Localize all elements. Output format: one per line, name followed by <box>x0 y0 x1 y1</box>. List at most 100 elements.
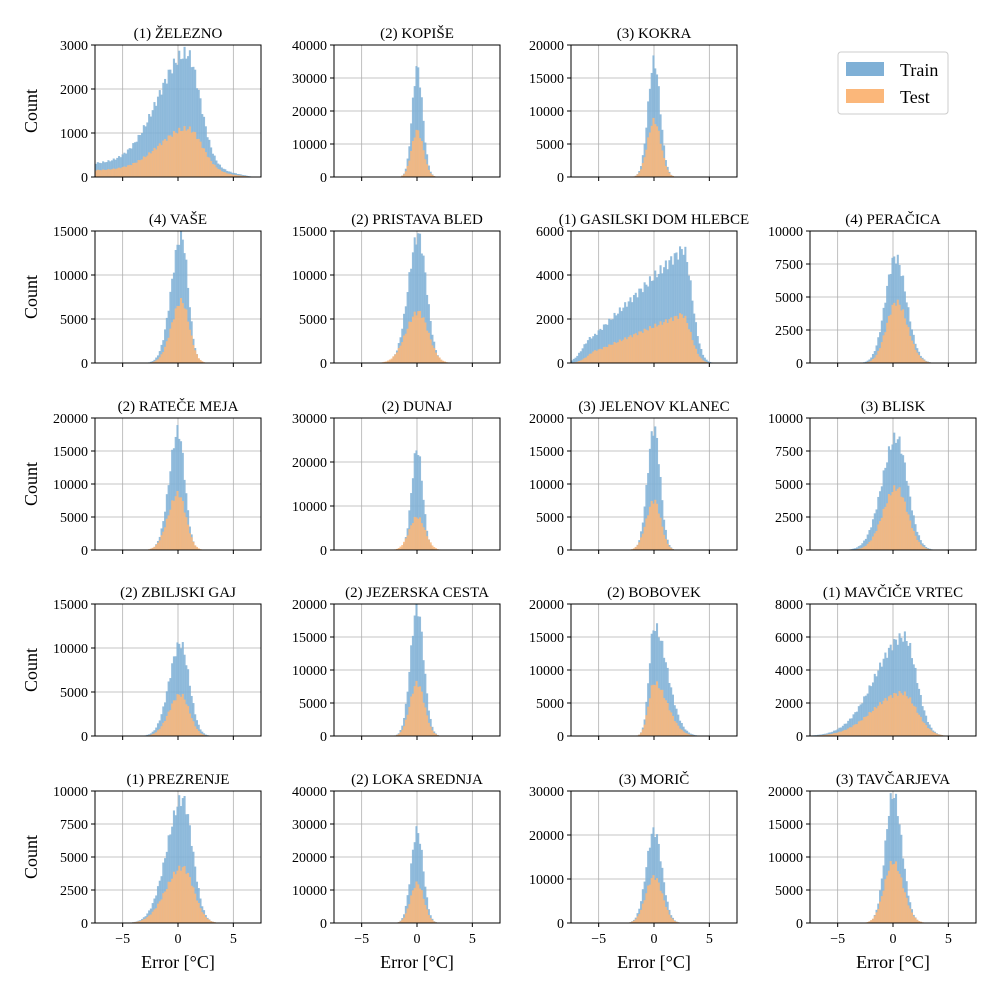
hist-bar <box>647 473 650 550</box>
hist-bar <box>684 315 687 363</box>
hist-bar <box>210 161 213 177</box>
hist-bar <box>394 354 397 363</box>
y-tick-label: 3000 <box>60 39 88 54</box>
hist-bar <box>648 884 651 923</box>
hist-bar <box>144 126 147 177</box>
hist-bar <box>902 641 905 736</box>
hist-bar <box>652 327 655 363</box>
hist-bar <box>657 325 660 363</box>
hist-bar <box>179 806 183 923</box>
hist-bar <box>868 712 871 736</box>
hist-bar <box>873 513 876 550</box>
y-tick-label: 10000 <box>53 478 88 493</box>
hist-bar <box>199 359 202 363</box>
hist-bar <box>671 919 674 923</box>
series-test <box>392 516 443 550</box>
hist-bar <box>631 921 634 923</box>
hist-bar <box>873 706 876 736</box>
hist-bar <box>905 696 908 736</box>
hist-bar <box>889 314 892 363</box>
hist-bar <box>169 69 172 177</box>
hist-bar <box>618 339 621 363</box>
hist-bar <box>863 696 866 736</box>
y-tick-label: 0 <box>557 730 564 745</box>
hist-bar <box>422 120 425 177</box>
hist-bar <box>155 105 158 177</box>
hist-bar <box>107 160 110 177</box>
hist-bar <box>640 732 643 736</box>
y-tick-label: 4000 <box>536 269 564 284</box>
hist-bar <box>848 727 852 736</box>
panel-title: (3) MORIČ <box>619 771 689 788</box>
hist-bar <box>187 321 190 363</box>
hist-bar <box>682 731 685 736</box>
y-tick-label: 20000 <box>53 412 88 427</box>
hist-bar <box>102 161 105 177</box>
hist-bar <box>604 346 607 363</box>
hist-bar <box>670 317 673 363</box>
x-tick-label: −5 <box>591 932 606 947</box>
hist-bar <box>424 905 427 923</box>
hist-bar <box>422 255 425 363</box>
hist-bar <box>684 246 687 363</box>
hist-bar <box>431 345 434 363</box>
hist-bar <box>424 322 427 363</box>
hist-bar <box>661 689 664 736</box>
hist-bar <box>873 357 876 363</box>
hist-bar <box>118 156 121 177</box>
hist-bar <box>153 147 156 177</box>
panel-title: (1) GASILSKI DOM HLEBCE <box>559 212 749 228</box>
hist-bar <box>870 360 873 363</box>
hist-bar <box>179 231 183 363</box>
hist-bar <box>178 643 181 736</box>
hist-bar <box>919 695 922 736</box>
hist-bar <box>585 343 588 363</box>
hist-bar <box>903 631 906 736</box>
y-tick-label: 30000 <box>292 412 327 427</box>
y-tick-label: 10000 <box>53 642 88 657</box>
hist-bar <box>827 734 830 736</box>
x-tick-label: 0 <box>414 932 421 947</box>
hist-bar <box>675 252 678 363</box>
hist-bar <box>403 541 406 550</box>
hist-bar <box>155 357 158 363</box>
hist-bar <box>877 705 880 736</box>
hist-bar <box>647 286 650 363</box>
hist-bar <box>201 361 204 363</box>
hist-bar <box>887 647 890 736</box>
hist-bar <box>624 337 627 363</box>
hist-bar <box>707 361 710 363</box>
hist-bar <box>655 437 659 550</box>
hist-bar <box>592 336 595 363</box>
hist-bar <box>169 881 172 923</box>
hist-bar <box>650 125 653 177</box>
hist-bar <box>907 327 910 363</box>
hist-bar <box>418 233 422 363</box>
hist-bar <box>887 696 890 736</box>
hist-bar <box>682 254 685 363</box>
panel: 0 5000 10000 15000 (4) VAŠE Count <box>21 211 262 372</box>
hist-bar <box>687 734 690 736</box>
hist-bar <box>174 308 177 363</box>
series-test <box>144 693 209 736</box>
panel: 0 5000 10000 15000 (2) PRISTAVA BLED <box>292 212 501 372</box>
hist-bar <box>422 871 425 923</box>
hist-bar <box>645 715 648 736</box>
hist-bar <box>882 508 885 550</box>
hist-bar <box>112 158 115 177</box>
hist-bar <box>871 519 875 550</box>
y-tick-label: 5000 <box>299 313 327 328</box>
hist-bar <box>928 729 931 736</box>
hist-bar <box>132 162 135 177</box>
hist-bar <box>919 921 922 923</box>
hist-bar <box>650 280 653 363</box>
y-tick-label: 5000 <box>775 884 803 899</box>
hist-bar <box>181 501 184 550</box>
hist-bar <box>632 548 636 550</box>
panel-title: (2) DUNAJ <box>382 399 453 415</box>
hist-bar <box>687 732 690 736</box>
hist-bar <box>661 150 664 177</box>
hist-bar <box>411 316 414 363</box>
hist-bar <box>597 349 600 363</box>
hist-bar <box>930 730 933 736</box>
